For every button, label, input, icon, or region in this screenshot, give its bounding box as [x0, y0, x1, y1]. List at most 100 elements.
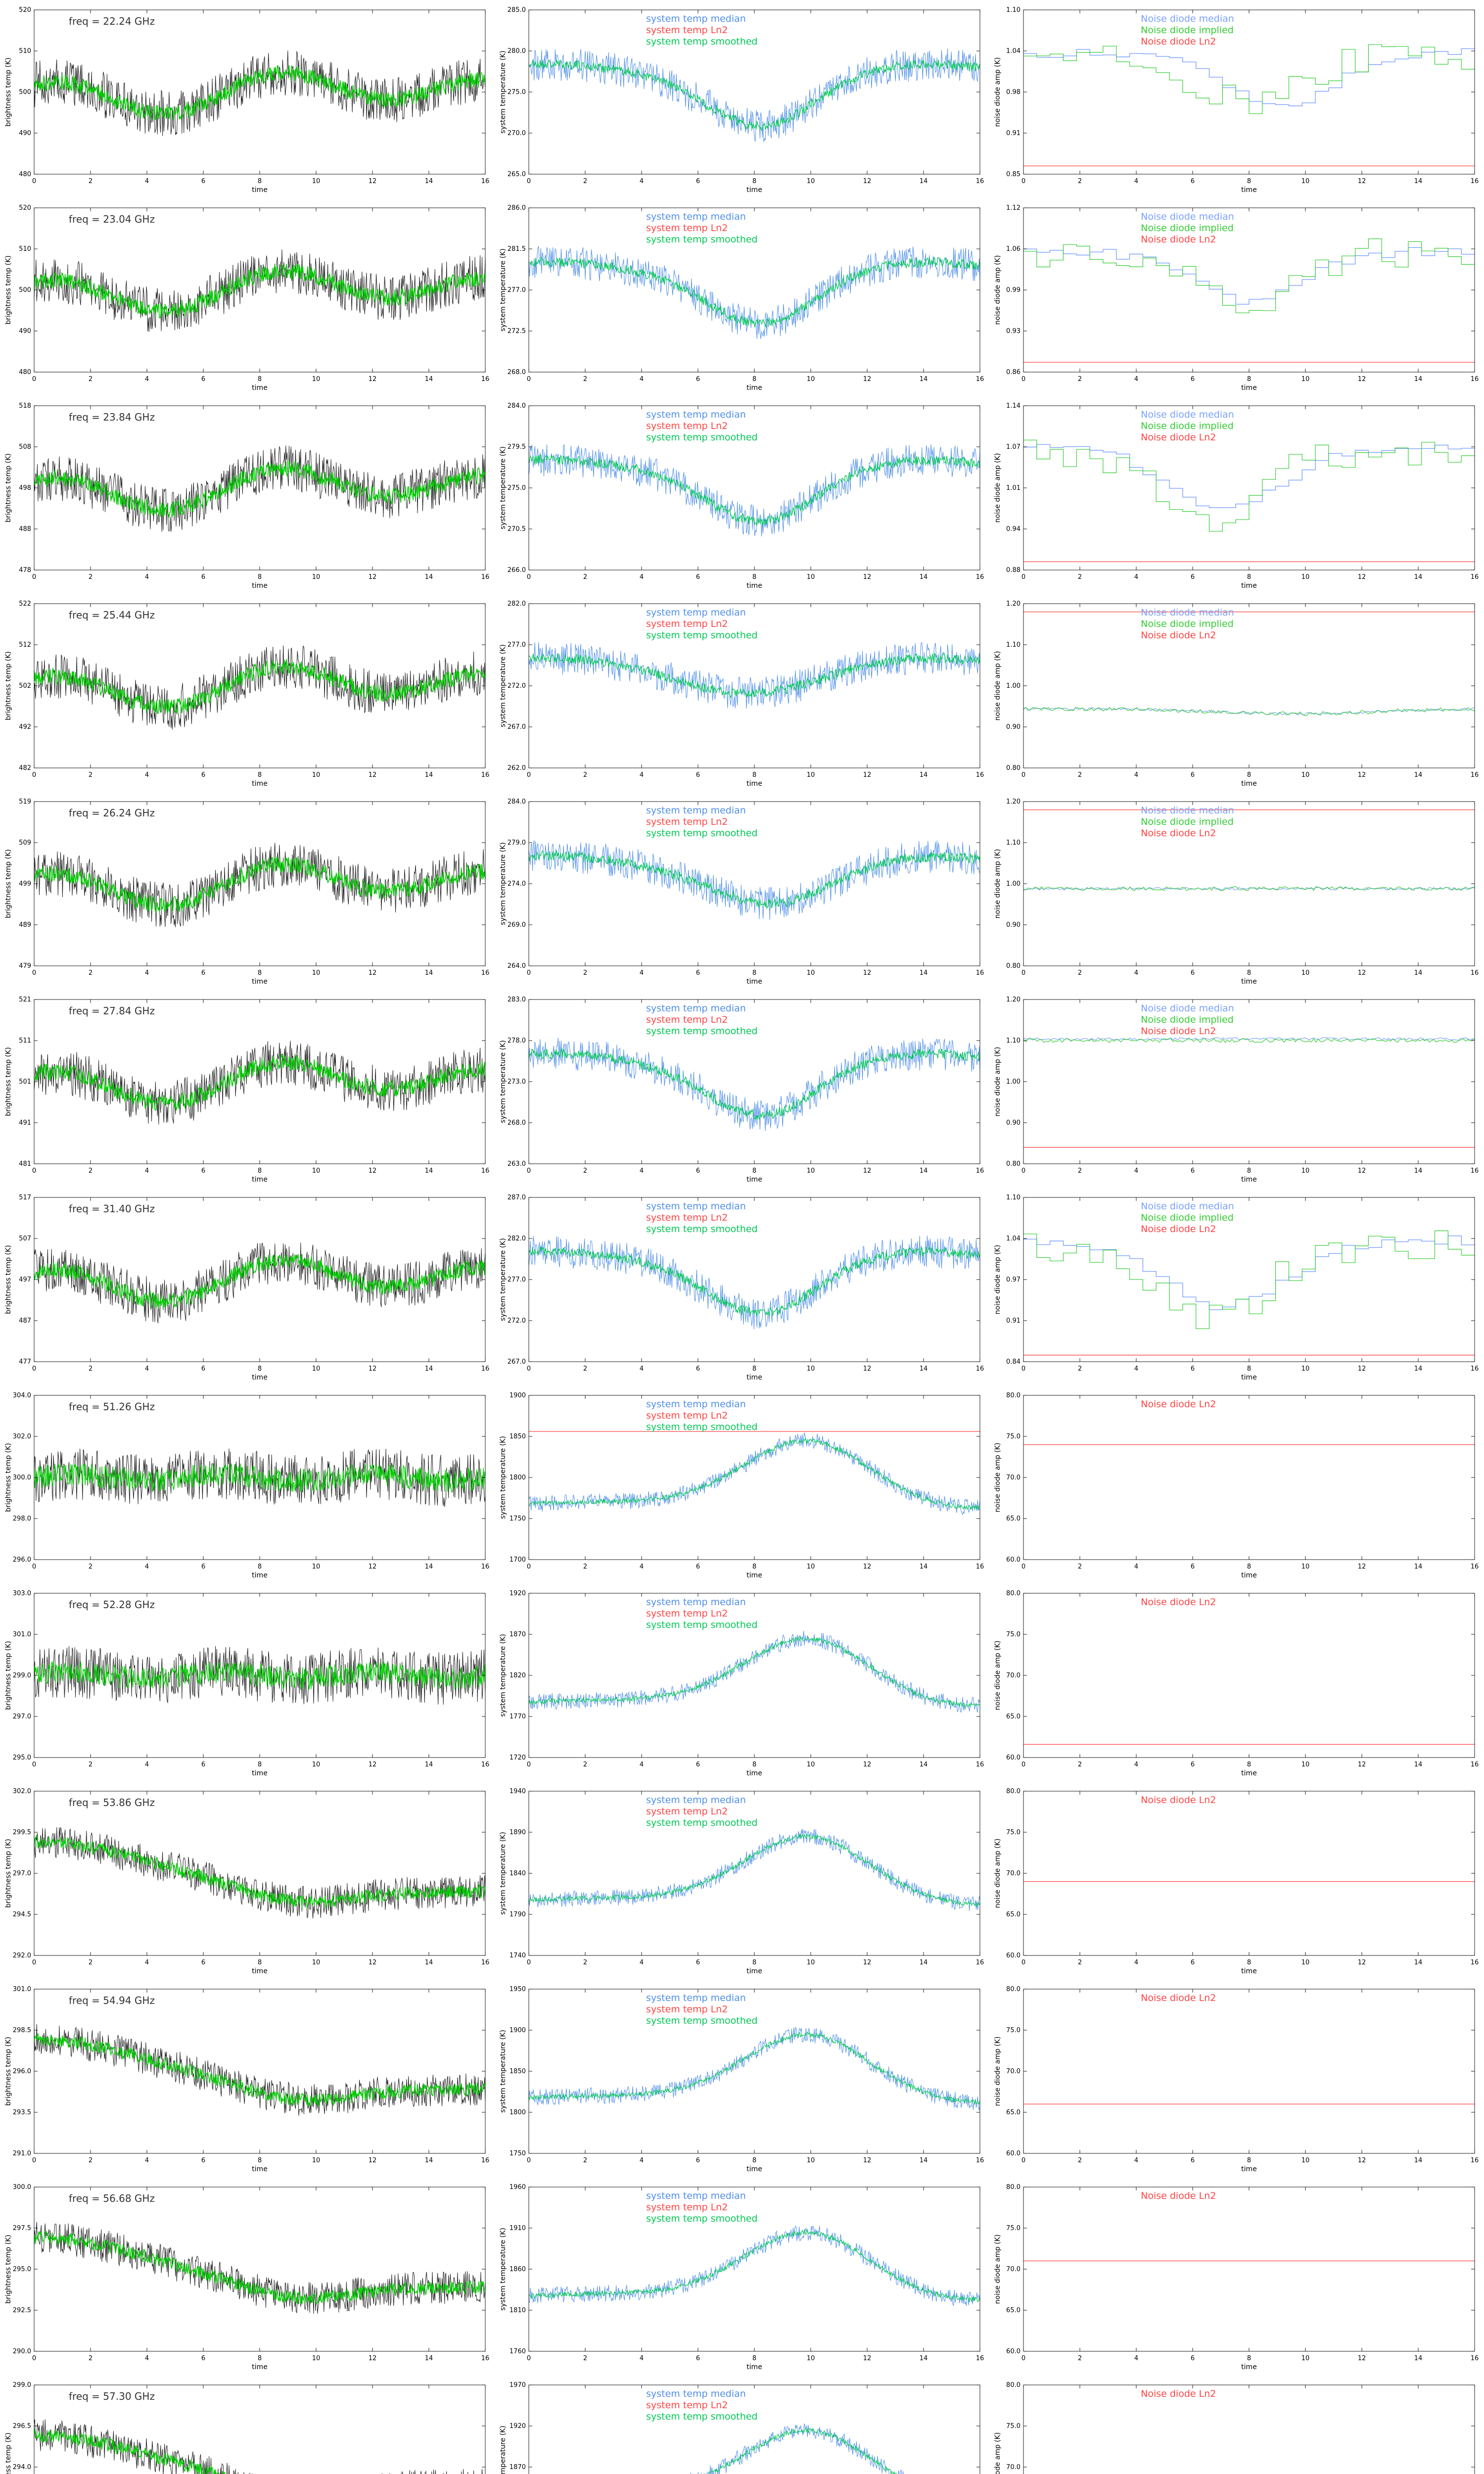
- x-tick-label: 4: [640, 1167, 644, 1175]
- x-tick-label: 16: [976, 1365, 984, 1373]
- y-tick-label: 1900: [510, 2027, 526, 2034]
- x-tick-label: 16: [1471, 771, 1479, 779]
- legend-entry: system temp median: [646, 607, 746, 618]
- plot-frame: [528, 801, 980, 966]
- legend-entry: Noise diode median: [1141, 13, 1234, 24]
- x-tick-label: 12: [1358, 1959, 1366, 1966]
- x-tick-label: 0: [527, 573, 531, 581]
- y-tick-label: 298.0: [13, 1515, 31, 1522]
- series-c2_green_hump: [529, 1636, 980, 1708]
- y-tick-label: 263.0: [508, 1160, 526, 1168]
- x-tick-label: 14: [425, 1167, 433, 1175]
- x-tick-label: 2: [583, 2355, 587, 2362]
- series-c3_blue_flat: [1023, 887, 1475, 891]
- x-tick-label: 6: [201, 2355, 205, 2362]
- legend-entry: system temp smoothed: [646, 1224, 757, 1235]
- y-tick-label: 502: [19, 682, 31, 690]
- x-tick-label: 16: [1471, 1959, 1479, 1966]
- x-tick-label: 16: [976, 1959, 984, 1966]
- y-tick-label: 1.10: [1006, 839, 1020, 847]
- legend-entry: Noise diode implied: [1141, 421, 1234, 431]
- series-c3_green_flat: [1023, 1038, 1475, 1043]
- series-c1_green_wavy: [34, 65, 485, 121]
- y-tick-label: 75.0: [1006, 2027, 1020, 2034]
- legend-entry: system temp smoothed: [646, 1619, 757, 1630]
- x-tick-label: 16: [481, 2157, 490, 2164]
- y-tick-label: 292.0: [13, 1952, 31, 1959]
- x-tick-label: 10: [1301, 1563, 1310, 1570]
- plot-row9-col3: 60.0 65.0 70.0 75.0 80.0 0 2 4 6 8 10 12 14 16 time noi…: [994, 1590, 1479, 1777]
- x-tick-label: 8: [752, 1563, 756, 1570]
- x-tick-label: 14: [920, 1563, 928, 1570]
- series-c2_green_hump: [529, 2229, 980, 2303]
- x-tick-label: 4: [1134, 969, 1138, 977]
- plot-row7-col3: 0.84 0.91 0.97 1.04 1.10 0 2 4 6 8 10 12 14 16 time noi…: [994, 1194, 1479, 1381]
- plot-row13-col3: 60.065.070.075.080.00246810121416timenoi…: [994, 2381, 1475, 2474]
- y-tick-label: 522: [19, 600, 31, 608]
- y-tick-label: 1860: [510, 2266, 526, 2273]
- y-tick-label: 294.5: [13, 1911, 31, 1918]
- y-axis-label: noise diode amp (K): [994, 2432, 1002, 2474]
- y-tick-label: 80.0: [1006, 1392, 1020, 1399]
- y-axis-label: brightness temp (K): [4, 1047, 12, 1116]
- x-tick-label: 12: [863, 771, 872, 779]
- y-tick-label: 268.0: [508, 369, 526, 376]
- plot-row1-col1: 480 490 500 510 520 0 2 4 6 8 10 12 14 16 time brightne…: [4, 6, 489, 194]
- x-tick-label: 12: [369, 969, 377, 977]
- x-tick-label: 6: [1191, 573, 1195, 581]
- x-tick-label: 8: [752, 1167, 756, 1175]
- x-tick-label: 0: [527, 1761, 531, 1768]
- series-c3_green_flat: [1023, 707, 1475, 716]
- x-tick-label: 6: [201, 573, 205, 581]
- y-tick-label: 487: [19, 1317, 31, 1325]
- y-tick-label: 284.0: [508, 402, 526, 410]
- series-c2_blue_dip: [529, 1038, 980, 1131]
- x-tick-label: 12: [1358, 2355, 1366, 2362]
- y-tick-label: 1870: [510, 2464, 526, 2471]
- x-tick-label: 0: [32, 969, 36, 977]
- panel-row11-col1: 291.0 293.5 296.0 298.5 301.0 0 2 4 6 8 10 12 14 16 ti…: [0, 1979, 495, 2177]
- y-tick-label: 60.0: [1006, 1556, 1020, 1564]
- legend-entry: system temp median: [646, 1795, 746, 1806]
- y-tick-label: 1760: [510, 2348, 526, 2355]
- legend-entry: Noise diode implied: [1141, 1212, 1234, 1223]
- y-axis-label: brightness temp (K): [4, 1641, 12, 1710]
- x-tick-label: 16: [976, 2355, 984, 2362]
- x-tick-label: 16: [1471, 969, 1479, 977]
- y-tick-label: 518: [19, 402, 31, 410]
- legend-entry: system temp median: [646, 1993, 746, 2003]
- y-tick-label: 1960: [510, 2184, 526, 2191]
- y-tick-label: 60.0: [1006, 2150, 1020, 2157]
- y-axis-label: brightness temp (K): [4, 2432, 12, 2474]
- x-tick-label: 2: [89, 1959, 93, 1966]
- x-tick-label: 4: [1134, 1167, 1138, 1175]
- x-tick-label: 14: [920, 178, 928, 185]
- legend-entry: Noise diode Ln2: [1141, 1224, 1216, 1235]
- x-axis-label: time: [746, 780, 762, 788]
- freq-label: freq = 51.26 GHz: [69, 1401, 155, 1413]
- x-tick-label: 0: [527, 1959, 531, 1966]
- x-tick-label: 0: [1021, 1365, 1025, 1373]
- x-axis-label: time: [252, 1374, 268, 1381]
- x-tick-label: 6: [201, 2157, 205, 2164]
- x-axis-label: time: [746, 582, 762, 590]
- y-tick-label: 521: [19, 996, 31, 1003]
- series-c3_blue_step_dip: [1023, 1236, 1475, 1310]
- x-axis-label: time: [1241, 780, 1257, 788]
- series-c3_blue_step_dip: [1023, 48, 1475, 106]
- panel-row10-col2: 1740 1790 1840 1890 1940 0 2 4 6 8 10 12 14 16 time sys…: [495, 1781, 989, 1979]
- series-c1_green_wavy: [34, 263, 485, 319]
- y-tick-label: 1750: [510, 2150, 526, 2157]
- x-tick-label: 16: [481, 376, 490, 383]
- series-c1_black_decl: [34, 2024, 485, 2116]
- x-tick-label: 6: [1191, 376, 1195, 383]
- x-tick-label: 8: [1247, 178, 1251, 185]
- x-tick-label: 6: [1191, 771, 1195, 779]
- y-tick-label: 489: [19, 921, 31, 929]
- x-tick-label: 12: [1358, 573, 1366, 581]
- y-tick-label: 70.0: [1006, 2068, 1020, 2075]
- x-tick-label: 10: [312, 573, 321, 581]
- panel-row10-col1: 292.0 294.5 297.0 299.5 302.0 0 2 4 6 8 10 12 14 16 ti…: [0, 1781, 495, 1979]
- y-tick-label: 278.0: [508, 1037, 526, 1045]
- panel-row11-col2: 1750 1800 1850 1900 1950 0 2 4 6 8 10 12 14 16 time sys…: [495, 1979, 989, 2177]
